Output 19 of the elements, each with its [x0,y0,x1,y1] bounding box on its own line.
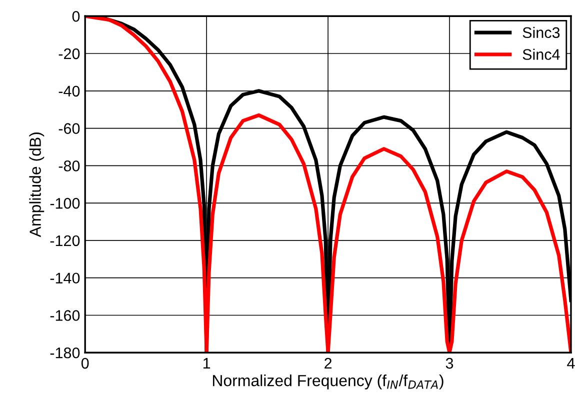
legend-label: Sinc3 [522,26,560,38]
y-tick-label: -40 [58,86,80,97]
x-tick-label: 2 [324,358,332,369]
legend-label: Sinc4 [522,48,560,60]
x-tick-label: 4 [567,358,575,369]
y-tick-label: -160 [50,310,80,321]
y-tick-label: 0 [72,10,80,22]
x-tick-label: 1 [203,358,210,369]
y-tick-label: -20 [58,48,80,60]
x-tick-label: 0 [81,358,89,369]
y-tick-label: -100 [50,198,80,209]
y-tick-label: -120 [50,235,80,246]
y-tick-label: -180 [50,347,80,358]
x-axis-title: Normalized Frequency (f$_{IN}$/f$_{DATA}$) [212,374,444,390]
x-tick-label: 3 [446,358,454,369]
y-axis-title: Amplitude (dB) [29,132,44,238]
y-tick-label: -140 [50,272,80,284]
y-tick-label: -80 [58,160,80,172]
y-tick-label: -60 [58,123,80,134]
